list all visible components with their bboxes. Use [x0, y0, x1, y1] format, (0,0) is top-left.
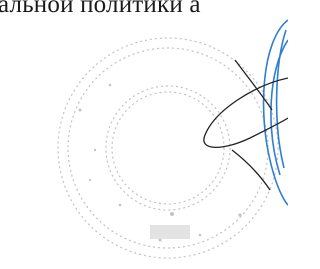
page: альной политики а (() => { const data = …: [0, 0, 288, 269]
stamp-and-signature: [0, 0, 288, 269]
blue-signature: [264, 20, 288, 205]
stamp-speckles: [79, 84, 242, 242]
text-line: альной политики а: [0, 0, 201, 19]
ink-signature: [204, 60, 288, 190]
